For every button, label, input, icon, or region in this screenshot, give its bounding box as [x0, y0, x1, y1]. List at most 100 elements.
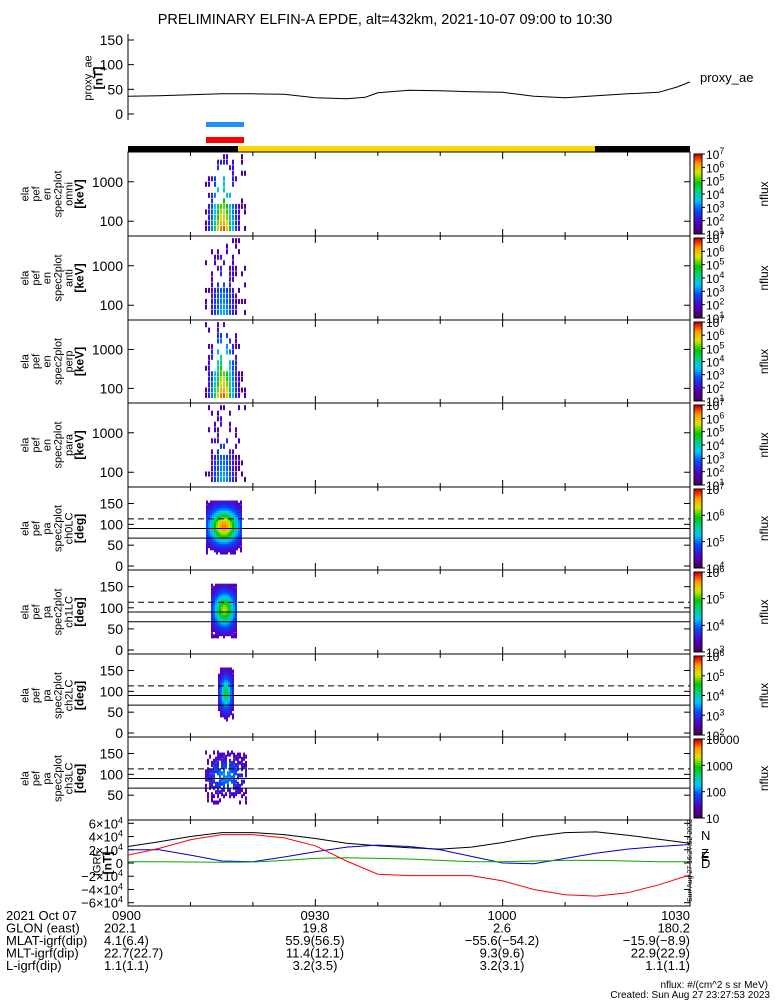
colorbar-exponent: 5 — [719, 340, 724, 350]
pa-spectrogram-cell — [217, 754, 219, 759]
pa-spectrogram-cell — [206, 550, 208, 555]
spectrogram-cell — [235, 226, 237, 231]
pa-spectrogram-cell — [234, 510, 236, 515]
colorbar-segment — [694, 687, 702, 691]
pa-spectrogram-cell — [228, 707, 230, 712]
pa-spectrogram-cell — [227, 632, 229, 637]
colorbar-segment — [694, 814, 702, 817]
colorbar-segment — [694, 784, 702, 787]
colorbar-segment — [694, 618, 702, 621]
colorbar-exponent: 6 — [719, 410, 724, 420]
colorbar-segment — [694, 228, 702, 231]
pa-spectrogram-cell — [213, 602, 215, 607]
ylabel-line: [nT] — [101, 852, 115, 875]
colorbar-label: nflux — [757, 683, 771, 708]
pa-spectrogram-cell — [228, 548, 230, 553]
ylabel-line: pef — [31, 436, 43, 452]
pa-spectrogram-cell — [233, 623, 235, 628]
pa-spectrogram-cell — [219, 587, 221, 592]
spectrogram-cell — [244, 203, 246, 209]
colorbar-exponent: 4 — [719, 186, 724, 196]
spectrogram-cell — [229, 387, 231, 393]
footer-row-value: 202.1 — [104, 921, 137, 936]
colorbar-segment — [694, 180, 702, 183]
colorbar-exponent: 6 — [719, 159, 724, 169]
pa-spectrogram-cell — [220, 508, 222, 513]
footer-row-value: 3.2(3.1) — [480, 958, 525, 973]
footer-row-value: 1.1(1.1) — [645, 958, 690, 973]
spectrogram-cell — [229, 209, 231, 215]
spectrogram-cell — [232, 220, 234, 226]
colorbar-segment — [694, 294, 702, 297]
pa-spectrogram-cell — [207, 771, 209, 776]
colorbar-segment — [694, 170, 702, 173]
pa-spectrogram-cell — [230, 513, 232, 517]
colorbar-segment — [694, 790, 702, 793]
spectrogram-cell — [232, 298, 234, 304]
pa-spectrogram-cell — [221, 623, 223, 628]
pa-spectrogram-cell — [232, 500, 234, 505]
pa-spectrogram-cell — [221, 771, 223, 776]
pa-spectrogram-cell — [232, 542, 234, 547]
pa-spectrogram-cell — [214, 502, 216, 507]
pa-spectrogram-cell — [231, 583, 233, 588]
pa-spectrogram-cell — [213, 775, 215, 780]
colorbar-segment — [694, 395, 702, 398]
pa-spectrogram-cell — [234, 504, 236, 509]
pa-spectrogram-cell — [212, 508, 214, 513]
pa-spectrogram-cell — [223, 634, 225, 639]
spectrogram-cell — [226, 293, 228, 299]
colorbar-segment — [694, 502, 702, 506]
spectrogram-cell — [238, 343, 240, 349]
pa-spectrogram-cell — [222, 696, 224, 701]
pa-spectrogram-cell — [229, 777, 231, 782]
pa-spectrogram-cell — [213, 598, 215, 603]
pa-spectrogram-cell — [227, 594, 229, 599]
spectrogram-cell — [211, 454, 213, 460]
spectrogram-cell — [238, 214, 240, 220]
ylabel-line: pef — [31, 185, 43, 201]
igrf-legend-D: D — [701, 856, 710, 871]
colorbar-segment — [694, 584, 702, 587]
pa-spectrogram-cell — [224, 542, 226, 547]
igrf-ytick-label: 2×104 — [89, 842, 123, 858]
pa-spectrogram-cell — [221, 792, 223, 797]
colorbar-segment — [694, 276, 702, 279]
pa-spectrogram-cell — [215, 632, 217, 637]
colorbar-segment — [694, 365, 702, 368]
pa-spectrogram-cell — [231, 592, 233, 597]
spectrogram-cell — [229, 226, 231, 231]
pa-spectrogram-cell — [213, 613, 215, 618]
pa-spectrogram-cell — [227, 625, 229, 630]
pa-spectrogram-cell — [217, 783, 219, 788]
spectrogram-cell — [238, 298, 240, 304]
pa-spectrogram-cell — [211, 598, 213, 603]
colorbar-segment — [694, 508, 702, 512]
spectrogram-cell — [241, 170, 243, 176]
pa-spectrogram-cell — [233, 590, 235, 594]
pa-spectrogram-cell — [223, 609, 225, 613]
pa-spectrogram-cell — [222, 504, 224, 509]
plot-title: PRELIMINARY ELFIN-A EPDE, alt=432km, 202… — [158, 12, 612, 28]
colorbar-segment — [694, 526, 702, 529]
pa-spectrogram-cell — [233, 765, 235, 770]
pa-ytick-label: 150 — [100, 746, 124, 762]
colorbar-exponent: 3 — [719, 644, 724, 654]
pa-spectrogram-cell — [221, 606, 223, 611]
spectrogram-cell — [211, 293, 213, 299]
pa-spectrogram-cell — [213, 585, 215, 590]
colorbar-segment — [694, 546, 702, 549]
spectrogram-cell — [235, 238, 237, 244]
igrf-ylabel: IGRF[nT] — [92, 850, 115, 877]
colorbar-segment — [694, 431, 702, 434]
pa-spectrogram-cell — [240, 508, 242, 513]
pa-spectrogram-cell — [223, 752, 225, 757]
spectrogram-cell — [232, 376, 234, 382]
pa-spectrogram-cell — [234, 515, 236, 520]
pa-spectrogram-cell — [211, 783, 213, 788]
pa-spectrogram-cell — [239, 788, 241, 792]
spectrogram-cell — [229, 460, 231, 466]
colorbar-segment — [694, 322, 702, 325]
pa-spectrogram-cell — [230, 533, 232, 538]
spectrogram-cell — [232, 226, 234, 231]
